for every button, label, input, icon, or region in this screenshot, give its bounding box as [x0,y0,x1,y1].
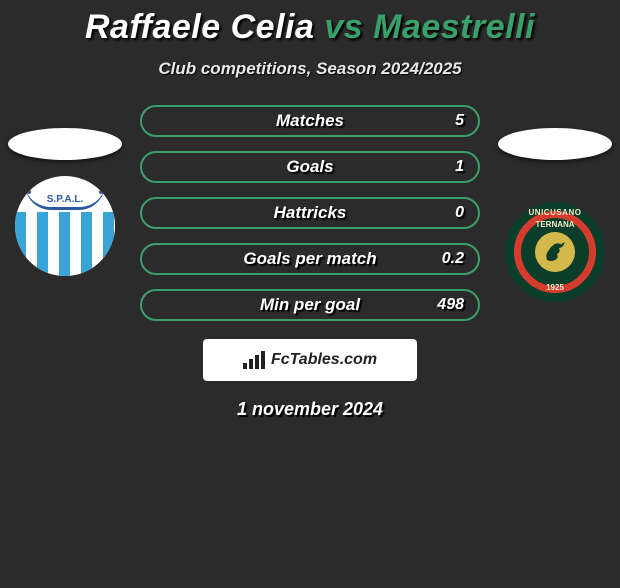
stat-value: 0 [455,204,464,222]
stat-label: Min per goal [260,295,360,315]
spal-stripes-icon [15,212,115,276]
right-team-area: UNICUSANO TERNANA 1925 [490,128,620,302]
footer-date: 1 november 2024 [0,399,620,420]
ternana-inner-circle [535,232,575,272]
stat-value: 1 [455,158,464,176]
ternana-logo: UNICUSANO TERNANA 1925 [505,202,605,302]
left-team-area: S.P.A.L. [0,128,130,276]
player2-name: Maestrelli [373,8,535,46]
stat-row-matches: Matches 5 [140,105,480,137]
stat-row-goals: Goals 1 [140,151,480,183]
page-title: Raffaele Celia vs Maestrelli [0,8,620,47]
stat-row-goals-per-match: Goals per match 0.2 [140,243,480,275]
vs-text: vs [324,8,363,46]
stat-value: 498 [437,296,464,314]
subtitle: Club competitions, Season 2024/2025 [0,59,620,79]
stat-value: 0.2 [442,250,464,268]
spal-dot-icon [27,190,31,194]
stat-label: Goals per match [243,249,376,269]
ternana-ring-text-top: UNICUSANO [505,208,605,217]
player1-name: Raffaele Celia [85,8,314,46]
spal-logo: S.P.A.L. [15,176,115,276]
spal-dot-icon [99,190,103,194]
player2-plinth [498,128,612,160]
player1-plinth [8,128,122,160]
fctables-brand: FcTables.com [203,339,417,381]
ternana-ring-text-mid: TERNANA [505,220,605,229]
bar-chart-icon [243,351,267,369]
spal-logo-text: S.P.A.L. [25,184,105,210]
griffin-icon [541,238,569,266]
stat-row-hattricks: Hattricks 0 [140,197,480,229]
stat-value: 5 [455,112,464,130]
stat-row-min-per-goal: Min per goal 498 [140,289,480,321]
ternana-year: 1925 [505,283,605,292]
stat-label: Hattricks [274,203,347,223]
stat-label: Goals [286,157,333,177]
fctables-text: FcTables.com [271,351,377,369]
stat-label: Matches [276,111,344,131]
